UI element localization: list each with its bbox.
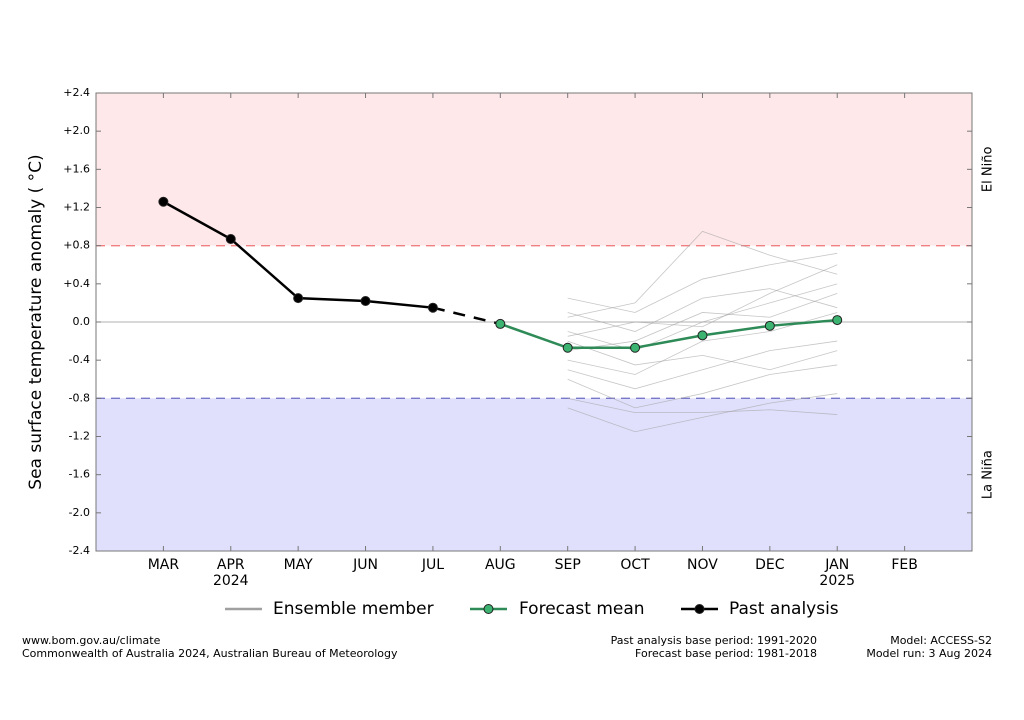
x-tick-label: APR (217, 557, 245, 573)
data-point (427, 302, 438, 313)
x-tick-label: MAY (284, 557, 314, 573)
y-tick-label: -0.8 (69, 391, 90, 404)
regime-band (96, 93, 972, 246)
legend-label: Ensemble member (273, 599, 434, 619)
regime-band (96, 398, 972, 551)
data-point (293, 293, 304, 304)
x-tick-label: AUG (485, 557, 516, 573)
y-tick-label: +0.8 (63, 239, 90, 252)
data-point (495, 318, 506, 329)
y-tick-label: -1.2 (69, 430, 90, 443)
data-point (832, 315, 843, 326)
legend-marker (694, 604, 705, 614)
y-tick-label: -2.4 (69, 544, 90, 557)
series-line (499, 318, 838, 350)
legend-label: Forecast mean (519, 599, 645, 619)
footer-text: www.bom.gov.au/climate (22, 634, 161, 647)
ensemble-line (567, 264, 838, 337)
x-tick-label: DEC (755, 557, 785, 573)
threshold-label: El Niño (981, 147, 996, 193)
connector-line (432, 306, 501, 326)
footer-text: Forecast base period: 1981-2018 (635, 647, 817, 660)
y-tick-label: +0.4 (63, 277, 90, 290)
data-point (630, 342, 641, 353)
threshold-label: La Niña (981, 450, 996, 499)
y-tick-label: -2.0 (69, 506, 90, 519)
y-tick-label: -1.6 (69, 468, 90, 481)
x-tick-label: FEB (891, 557, 918, 573)
ensemble-line (567, 312, 838, 375)
ensemble-line (567, 364, 838, 409)
ensemble-line (567, 340, 838, 390)
y-axis-label: Sea surface temperature anomaly ( °C) (26, 154, 46, 489)
data-point (697, 330, 708, 341)
x-year-label: 2024 (213, 573, 249, 589)
ensemble-line (567, 252, 838, 313)
x-tick-label: JUN (352, 557, 378, 573)
y-tick-label: +2.0 (63, 124, 90, 137)
x-tick-label: NOV (687, 557, 718, 573)
ensemble-line (567, 230, 838, 318)
ensemble-line (567, 288, 838, 332)
x-tick-label: JAN (824, 557, 849, 573)
data-point (360, 296, 371, 307)
y-tick-label: +2.4 (63, 86, 90, 99)
y-tick-label: -0.4 (69, 353, 90, 366)
data-point (764, 320, 775, 331)
ensemble-line (567, 340, 838, 371)
data-point (158, 196, 169, 207)
ensemble-line (567, 397, 838, 415)
ensemble-line (567, 283, 838, 352)
x-tick-label: MAR (148, 557, 180, 573)
data-point (225, 233, 236, 244)
ensemble-line (567, 292, 838, 352)
legend-label: Past analysis (729, 599, 839, 619)
footer-text: Commonwealth of Australia 2024, Australi… (22, 647, 398, 660)
y-tick-label: +1.6 (63, 162, 90, 175)
y-tick-label: +1.2 (63, 201, 90, 214)
x-tick-label: OCT (620, 557, 650, 573)
legend-marker (483, 604, 494, 614)
data-point (562, 342, 573, 353)
y-tick-label: 0.0 (73, 315, 91, 328)
x-year-label: 2025 (819, 573, 855, 589)
footer-text: Model: ACCESS-S2 (890, 634, 992, 647)
x-tick-label: SEP (555, 557, 581, 573)
x-tick-label: JUL (421, 557, 444, 573)
footer-text: Past analysis base period: 1991-2020 (611, 634, 817, 647)
ensemble-line (567, 393, 838, 433)
footer-text: Model run: 3 Aug 2024 (866, 647, 992, 660)
